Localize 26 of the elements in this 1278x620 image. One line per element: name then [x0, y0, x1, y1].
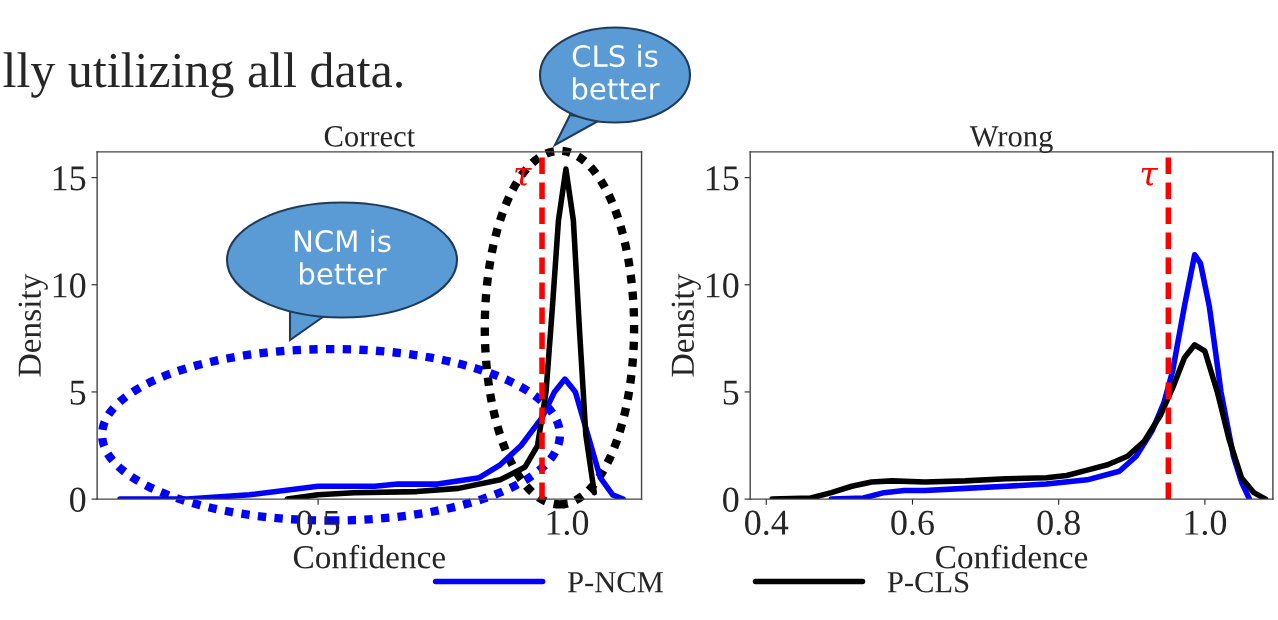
text: CLS is better	[572, 44, 660, 100]
y-axis-title: Density	[18, 273, 48, 377]
y-tick-label: 0	[70, 487, 86, 512]
x-axis-title: Confidence	[293, 544, 446, 569]
text: lly utilizing all data.	[3, 52, 402, 98]
y-tick-label: 0	[723, 487, 739, 512]
x-tick-label: 1.0	[547, 510, 589, 536]
y-tick-label: 5	[70, 380, 86, 405]
x-axis-title: Confidence	[936, 544, 1088, 569]
ref-line-label: τ	[1141, 168, 1159, 186]
y-tick-label: 15	[706, 166, 739, 191]
y-tick-label: 10	[53, 273, 86, 298]
x-tick-label: 0.6	[891, 510, 934, 536]
y-axis-title: Density	[671, 273, 701, 377]
chart-title: Correct	[324, 126, 415, 147]
annotation: NCM is better	[294, 229, 391, 285]
legend-label: P-NCM	[567, 571, 663, 593]
y-tick-label: 5	[723, 380, 739, 405]
legend-label: P-CLS	[887, 571, 969, 593]
ref-line-label: τ	[515, 168, 532, 186]
x-tick-label: 0.8	[1037, 510, 1080, 536]
chart-title: Wrong	[969, 126, 1053, 153]
x-tick-label: 1.0	[1185, 510, 1227, 536]
y-tick-label: 15	[53, 166, 86, 191]
x-tick-label: 0.4	[745, 510, 789, 536]
y-tick-label: 10	[706, 273, 739, 298]
